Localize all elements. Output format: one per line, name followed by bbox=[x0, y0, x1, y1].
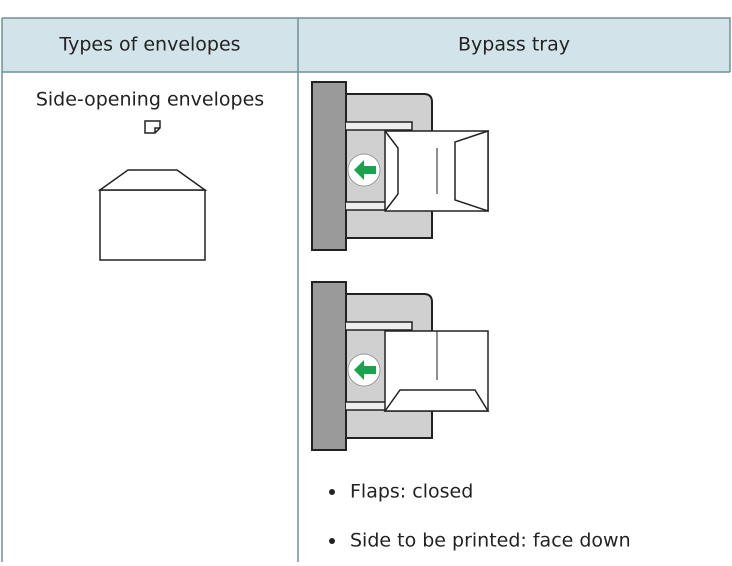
column-header: Types of envelopes bbox=[58, 34, 240, 56]
column-header: Bypass tray bbox=[458, 34, 570, 56]
bullet bbox=[329, 538, 335, 544]
note: Side to be printed: face down bbox=[350, 530, 631, 552]
bullet bbox=[329, 489, 335, 495]
table-border bbox=[1, 17, 731, 562]
envelope-type: Side-opening envelopes bbox=[36, 89, 264, 111]
tray-illustration bbox=[311, 281, 490, 451]
tray-illustration bbox=[311, 81, 489, 251]
envelope-illustration bbox=[97, 169, 208, 261]
header-background bbox=[2, 18, 730, 72]
note: Flaps: closed bbox=[350, 481, 473, 503]
orientation-icon bbox=[144, 120, 161, 134]
